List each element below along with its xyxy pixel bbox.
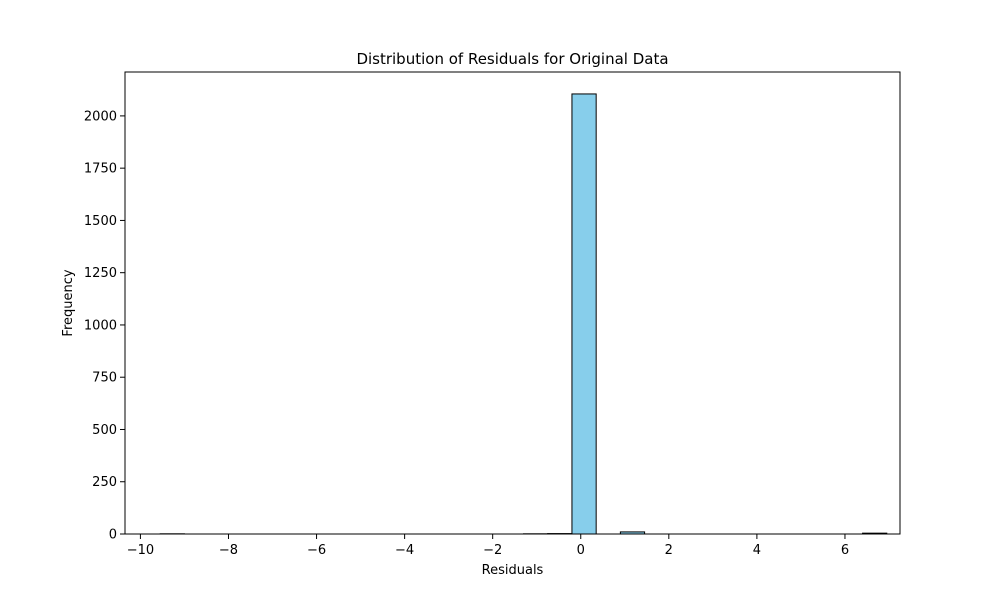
plot-area: −10 −8 −6 −4 −2 0 2 4 6 0 250 500 750 1000 1250 1500 175…: [84, 71, 901, 558]
y-axis-ticks: 0 250 500 750 1000 1250 1500 1750 2000: [84, 109, 125, 543]
x-axis-ticks: −10 −8 −6 −4 −2 0 2 4 6: [127, 534, 849, 558]
y-tick-label: 2000: [84, 109, 117, 124]
x-tick-label: −2: [483, 543, 502, 558]
histogram-bar: [571, 93, 597, 535]
plot-frame: [124, 71, 901, 535]
y-axis-label: Frequency: [61, 269, 76, 336]
y-tick-label: 1750: [84, 162, 117, 177]
x-tick-label: −6: [307, 543, 326, 558]
x-tick-label: 2: [665, 543, 673, 558]
y-tick-label: 1500: [84, 214, 117, 229]
y-tick-label: 250: [92, 475, 117, 490]
x-tick-label: −10: [127, 543, 154, 558]
y-tick-label: 500: [92, 423, 117, 438]
y-tick-label: 750: [92, 371, 117, 386]
chart-title: Distribution of Residuals for Original D…: [356, 50, 668, 68]
x-tick-label: −4: [395, 543, 414, 558]
x-tick-label: 6: [841, 543, 849, 558]
x-tick-label: −8: [219, 543, 238, 558]
x-axis-label: Residuals: [482, 563, 544, 578]
y-tick-label: 1000: [84, 318, 117, 333]
x-tick-label: 0: [577, 543, 585, 558]
x-tick-label: 4: [753, 543, 761, 558]
y-tick-label: 1250: [84, 266, 117, 281]
y-tick-label: 0: [109, 528, 117, 543]
